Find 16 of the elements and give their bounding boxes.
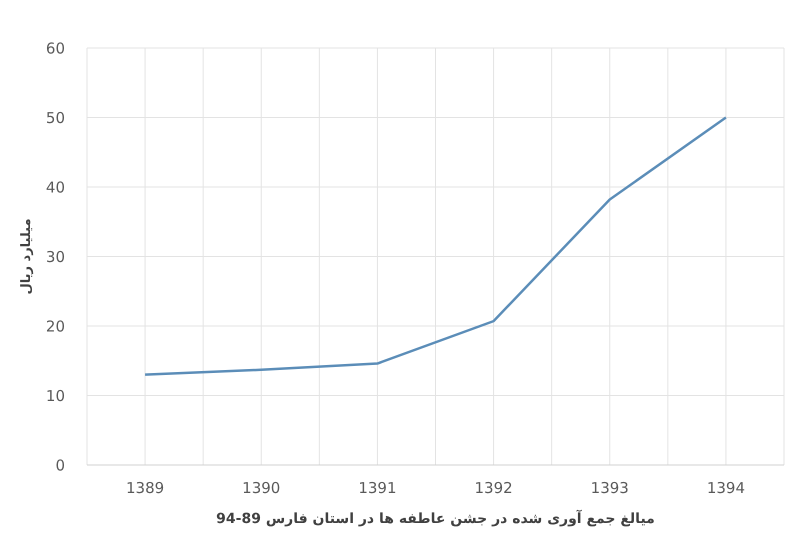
- y-tick-label: 30: [46, 248, 65, 266]
- x-tick-label: 1389: [126, 479, 164, 497]
- y-tick-label: 10: [46, 386, 65, 405]
- y-tick-label: 50: [46, 108, 65, 127]
- x-tick-label: 1394: [706, 479, 746, 497]
- y-tick-label: 40: [46, 178, 65, 196]
- line-series: [144, 116, 728, 376]
- y-tick-label: 0: [55, 456, 65, 474]
- x-tick-label: 1391: [358, 479, 397, 497]
- x-tick-label: 1390: [242, 479, 280, 497]
- x-tick-label: 1392: [474, 479, 513, 497]
- x-tick-label: 1393: [590, 479, 629, 497]
- y-tick-label: 20: [46, 317, 65, 336]
- y-tick-label: 60: [46, 39, 65, 58]
- y-axis-title: میلیارد ریال: [19, 218, 34, 295]
- x-axis-title: میالغ جمع آوری شده در جشن عاطفه ها در استان فارس 89-94: [216, 509, 655, 527]
